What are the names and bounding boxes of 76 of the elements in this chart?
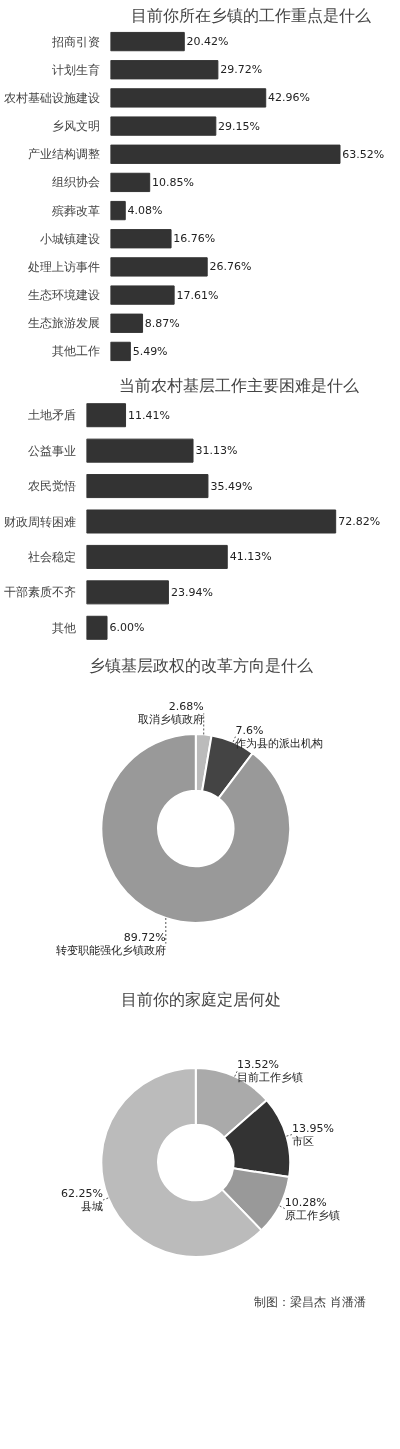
data-label: 26.76% — [209, 260, 252, 274]
data-label: 17.61% — [176, 288, 219, 302]
data-label: 63.52% — [342, 147, 385, 161]
data-label: 72.82% — [338, 515, 381, 528]
bar — [86, 438, 194, 463]
chart-title: 目前你的家庭定居何处 — [120, 989, 281, 1009]
y-tick-label: 产业结构调整 — [27, 147, 100, 162]
y-tick-label: 乡风文明 — [51, 119, 100, 134]
bar — [110, 144, 341, 164]
data-label: 42.96% — [268, 91, 310, 105]
chart-title: 目前你所在乡镇的工作重点是什么 — [130, 5, 371, 25]
bar — [110, 313, 144, 333]
data-label: 62.25% — [61, 1187, 103, 1201]
bar — [86, 474, 209, 499]
data-label: 35.49% — [210, 479, 253, 493]
bar — [86, 615, 108, 640]
bar — [110, 116, 217, 136]
bar — [110, 285, 175, 305]
data-label: 13.52% — [237, 1058, 279, 1072]
bar — [86, 403, 127, 428]
y-tick-label: 殡葬改革 — [51, 203, 100, 218]
bar — [110, 257, 208, 277]
data-label: 10.85% — [152, 175, 194, 189]
y-tick-label: 财政周转困难 — [3, 514, 76, 529]
y-tick-label: 社会稳定 — [27, 549, 76, 564]
data-label: 13.95% — [291, 1121, 334, 1135]
data-label: 10.28% — [284, 1195, 327, 1209]
data-label: 41.13% — [229, 550, 272, 564]
chart-title: 当前农村基层工作主要困难是什么 — [118, 375, 359, 395]
y-tick-label: 公益事业 — [27, 443, 76, 458]
bar — [110, 172, 151, 193]
y-tick-label: 土地矛盾 — [27, 408, 76, 423]
data-label: 5.49% — [132, 344, 168, 358]
data-label: 8.87% — [144, 316, 180, 330]
bar — [110, 88, 267, 108]
data-label: 23.94% — [170, 585, 213, 599]
bar — [110, 60, 219, 80]
text: 制图：梁昌杰 肖潘潘 — [253, 1294, 366, 1309]
slice-label: 县城 — [80, 1200, 103, 1214]
slice-label: 原工作乡镇 — [284, 1208, 340, 1222]
bar — [110, 200, 126, 221]
data-label: 16.76% — [173, 232, 216, 246]
data-label: 20.42% — [186, 35, 229, 49]
bar — [110, 229, 172, 249]
y-tick-label: 计划生育 — [51, 62, 100, 77]
slice-label: 目前工作乡镇 — [237, 1071, 304, 1085]
slice-label: 作为县的派出机构 — [234, 736, 324, 750]
y-tick-label: 生态环境建设 — [27, 288, 100, 303]
slice-label: 转变职能强化乡镇政府 — [55, 943, 166, 957]
data-label: 11.41% — [128, 408, 170, 422]
y-tick-label: 干部素质不齐 — [3, 585, 76, 600]
data-label: 89.72% — [123, 930, 166, 944]
data-label: 2.68% — [168, 700, 204, 714]
bar — [86, 509, 337, 534]
slice-label: 市区 — [291, 1134, 314, 1148]
data-label: 29.72% — [220, 63, 263, 77]
y-tick-label: 其他 — [51, 620, 76, 635]
bar — [110, 341, 131, 362]
bar — [110, 31, 185, 52]
y-tick-label: 招商引资 — [50, 34, 100, 49]
y-tick-label: 其他工作 — [51, 344, 100, 359]
y-tick-label: 小城镇建设 — [39, 231, 100, 246]
data-label: 4.08% — [127, 204, 163, 218]
y-tick-label: 生态旅游发展 — [27, 316, 100, 331]
data-label: 6.00% — [109, 621, 145, 635]
bar — [86, 544, 228, 569]
y-tick-label: 组织协会 — [51, 175, 100, 190]
y-tick-label: 农村基础设施建设 — [3, 90, 100, 105]
data-label: 29.15% — [218, 119, 261, 133]
data-label: 7.6% — [235, 723, 264, 737]
y-tick-label: 农民觉悟 — [27, 479, 76, 494]
y-tick-label: 处理上访事件 — [27, 259, 100, 274]
slice-label: 取消乡镇政府 — [137, 713, 204, 727]
data-label: 31.13% — [195, 444, 238, 458]
bar — [86, 580, 169, 605]
chart-title: 乡镇基层政权的改革方向是什么 — [88, 655, 313, 675]
